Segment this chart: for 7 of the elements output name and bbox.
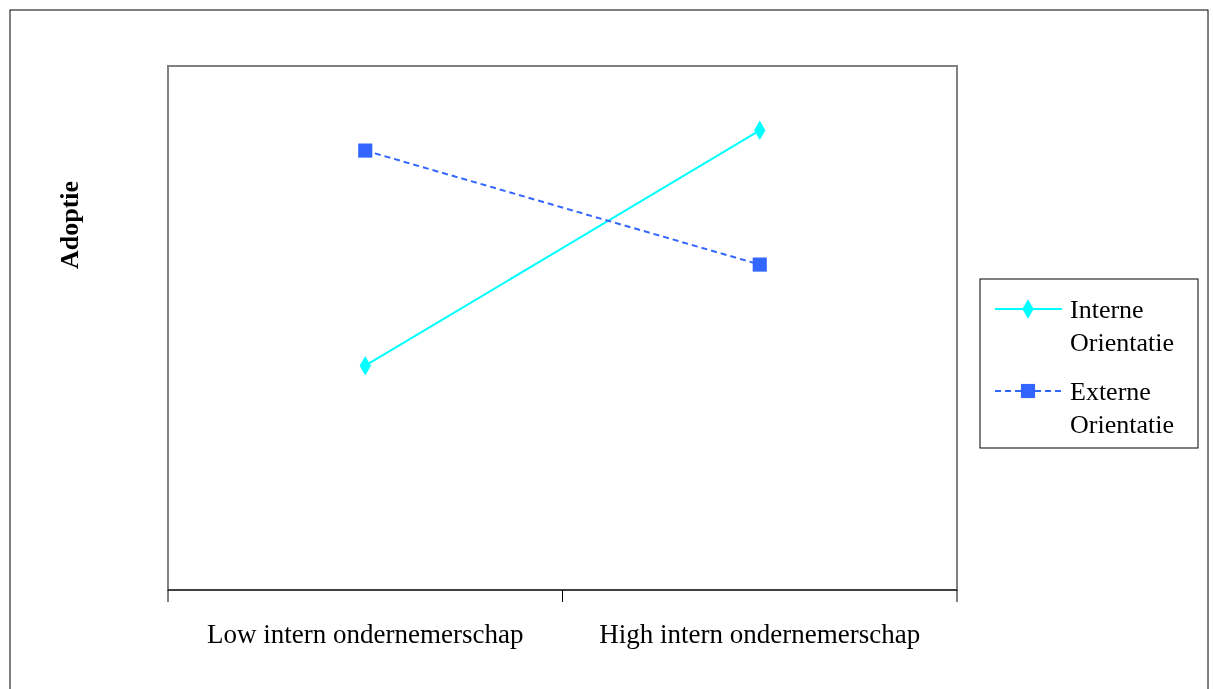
y-axis-title: Adoptie	[55, 180, 84, 270]
point	[358, 143, 373, 158]
legend-label: Interne Orientatie	[1070, 295, 1174, 357]
x-tick-label: Low intern ondernemerschap	[207, 619, 524, 649]
point	[752, 257, 767, 272]
legend-label: Externe Orientatie	[1070, 377, 1174, 439]
x-tick-label: High intern ondernemerschap	[599, 619, 921, 649]
